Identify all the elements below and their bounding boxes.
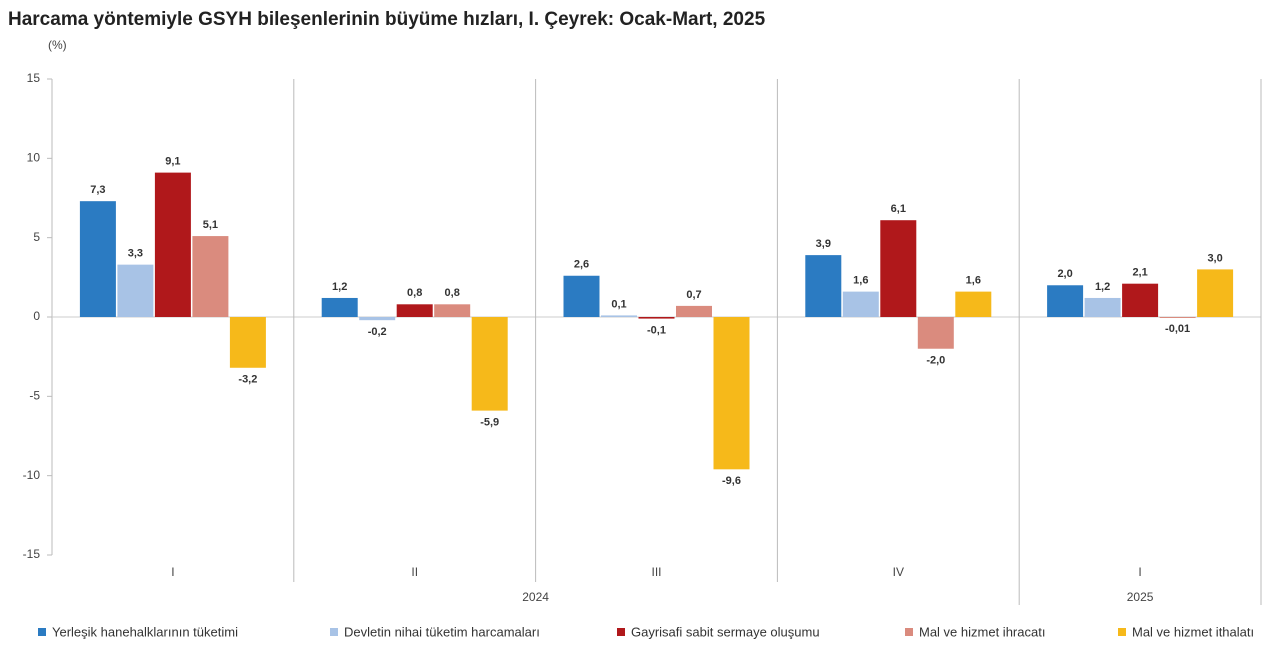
bar [676, 305, 712, 317]
bar [154, 172, 191, 317]
legend-label: Gayrisafi sabit sermaye oluşumu [631, 624, 820, 639]
value-label: 6,1 [891, 203, 906, 215]
bar [117, 264, 154, 317]
legend-label: Yerleşik hanehalklarının tüketimi [52, 624, 238, 639]
legend-swatch [1118, 628, 1126, 636]
x-tick-label: IV [893, 565, 904, 579]
bar [359, 317, 396, 321]
value-label: 3,9 [816, 238, 831, 250]
x-tick-label: I [171, 565, 174, 579]
bar [842, 291, 879, 317]
value-label: 2,0 [1057, 268, 1072, 280]
value-label: 1,6 [853, 275, 868, 287]
bar [229, 317, 266, 368]
value-label: -0,01 [1165, 323, 1190, 335]
bar [805, 255, 842, 317]
value-label: -3,2 [238, 374, 257, 386]
value-label: 1,6 [966, 275, 981, 287]
value-label: 2,1 [1132, 267, 1147, 279]
y-tick-label: 0 [33, 309, 40, 323]
bar [955, 291, 992, 317]
y-tick-label: 10 [27, 151, 41, 165]
bar [917, 317, 954, 349]
value-label: -0,2 [368, 326, 387, 338]
y-tick-label: -15 [23, 547, 41, 561]
bar [601, 315, 637, 317]
bar [1084, 297, 1121, 317]
value-label: 3,0 [1207, 252, 1222, 264]
legend-swatch [905, 628, 913, 636]
y-tick-label: 15 [27, 71, 41, 85]
value-label: 9,1 [165, 156, 180, 168]
value-label: 7,3 [90, 184, 105, 196]
bar [396, 304, 433, 317]
value-label: 0,7 [686, 289, 701, 301]
bar [79, 201, 116, 317]
bar [1047, 285, 1084, 317]
bar [434, 304, 471, 317]
year-label: 2024 [522, 590, 549, 604]
legend-swatch [617, 628, 625, 636]
chart-title: Harcama yöntemiyle GSYH bileşenlerinin b… [8, 9, 766, 30]
legend-swatch [330, 628, 338, 636]
value-label: -0,1 [647, 324, 666, 336]
bar [1122, 283, 1159, 317]
y-tick-label: -10 [23, 468, 41, 482]
value-label: 2,6 [574, 259, 589, 271]
x-tick-label: III [651, 565, 661, 579]
y-tick-label: -5 [29, 389, 40, 403]
x-tick-label: II [411, 565, 418, 579]
legend-label: Mal ve hizmet ihracatı [919, 624, 1045, 639]
value-label: -9,6 [722, 475, 741, 487]
value-label: 5,1 [203, 219, 218, 231]
value-label: -5,9 [480, 417, 499, 429]
value-label: 0,8 [445, 287, 460, 299]
value-label: 3,3 [128, 248, 143, 260]
legend-swatch [38, 628, 46, 636]
value-label: 1,2 [1095, 281, 1110, 293]
bar [638, 317, 675, 319]
bar [1159, 317, 1196, 318]
bar [192, 236, 229, 317]
x-tick-label: I [1138, 565, 1141, 579]
bar [713, 317, 750, 470]
year-label: 2025 [1127, 590, 1154, 604]
bar [471, 317, 508, 411]
bar [321, 297, 358, 317]
y-tick-label: 5 [33, 230, 40, 244]
legend-label: Mal ve hizmet ithalatı [1132, 624, 1254, 639]
bar [563, 275, 600, 317]
legend-label: Devletin nihai tüketim harcamaları [344, 624, 540, 639]
bar [880, 220, 917, 317]
bar [1197, 269, 1234, 317]
value-label: 0,1 [611, 298, 626, 310]
value-label: 0,8 [407, 287, 422, 299]
value-label: -2,0 [926, 355, 945, 367]
y-axis-label: (%) [48, 38, 67, 52]
value-label: 1,2 [332, 281, 347, 293]
